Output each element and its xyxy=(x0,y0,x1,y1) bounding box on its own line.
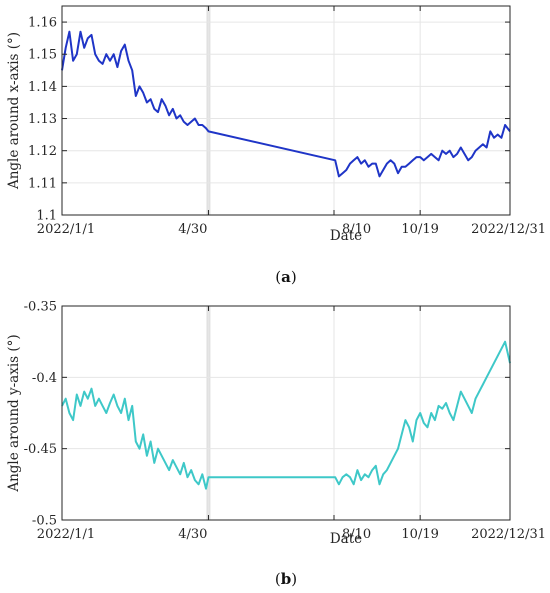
y-tick-label: -0.5 xyxy=(32,514,57,529)
chart-panel-b: -0.5 -0.45 -0.4 -0.35 2022/1/1 4/30 8/10 10/19 2… xyxy=(6,300,546,589)
y-tick-label: 1.14 xyxy=(28,80,57,95)
y-tick-label: 1.15 xyxy=(28,48,57,63)
x-tick-label: 8/10 xyxy=(342,222,371,237)
y-tick-label: -0.4 xyxy=(32,371,57,386)
x-tick-label: 2022/12/31 xyxy=(471,527,546,542)
y-tick-label: 1.11 xyxy=(28,176,57,191)
y-tick-label: -0.35 xyxy=(24,300,57,315)
x-tick-label: 2022/1/1 xyxy=(37,527,95,542)
data-series-line xyxy=(61,340,511,490)
y-tick-label: 1.1 xyxy=(36,209,57,224)
y-tick-label: 1.13 xyxy=(28,112,57,127)
plot-area-border xyxy=(61,5,511,216)
chart-panel-a: 1.1 1.11 1.12 1.13 1.14 1.15 1.16 2022/1/1 4/30 8… xyxy=(6,5,546,286)
panel-label: (a) xyxy=(275,268,296,286)
x-tick-label: 4/30 xyxy=(178,527,207,542)
x-tick-label: 10/19 xyxy=(401,527,438,542)
plot-area-border xyxy=(61,305,511,521)
x-tick-label: 4/30 xyxy=(178,222,207,237)
x-axis-label: Date xyxy=(330,228,362,244)
y-tick-label: 1.16 xyxy=(28,16,57,31)
x-axis-label: Date xyxy=(330,531,362,547)
y-tick-label: -0.45 xyxy=(24,442,57,457)
y-axis-label: Angle around y-axis (°) xyxy=(6,334,22,492)
x-tick-label: 10/19 xyxy=(401,222,438,237)
x-tick-label: 8/10 xyxy=(342,527,371,542)
y-tick-label: 1.12 xyxy=(28,144,57,159)
panel-label: (b) xyxy=(275,570,297,588)
data-series-line xyxy=(61,30,511,178)
x-tick-label: 2022/12/31 xyxy=(471,222,546,237)
y-axis-label: Angle around x-axis (°) xyxy=(6,32,22,190)
x-tick-label: 2022/1/1 xyxy=(37,222,95,237)
